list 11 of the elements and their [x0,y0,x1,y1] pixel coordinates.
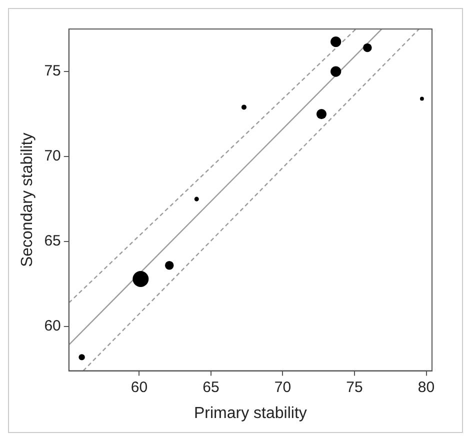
x-tick-label: 80 [418,378,435,396]
x-tick-label: 75 [346,378,363,396]
x-axis-title: Primary stability [194,404,307,422]
y-tick-label: 65 [44,232,61,250]
y-tick-label: 60 [44,318,61,335]
x-tick-label: 60 [130,378,148,396]
y-tick-label: 75 [44,62,61,80]
x-tick-label: 65 [202,378,220,396]
x-tick-label: 70 [274,378,292,396]
y-axis-title: Secondary stability [19,132,36,268]
y-tick-label: 70 [44,148,61,165]
